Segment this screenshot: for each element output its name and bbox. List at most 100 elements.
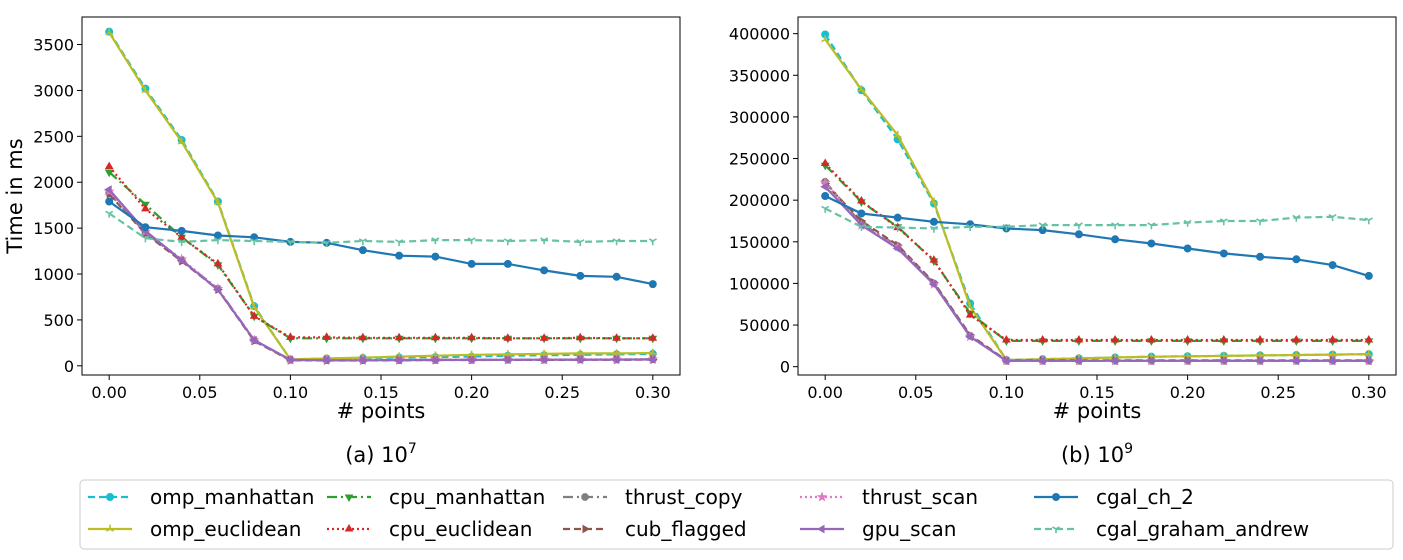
y-tick-label: 50000 [739,316,790,335]
data-point [177,232,187,240]
data-point [893,130,902,138]
plot-frame [81,16,681,376]
legend-marker [581,493,589,501]
data-point [503,333,513,341]
data-point [857,224,866,232]
data-point [250,302,259,310]
legend-marker [344,524,354,532]
series-line [824,164,1369,342]
data-point [1364,335,1374,343]
series-thrust-copy [821,178,1373,365]
data-point [576,271,585,280]
series-omp-euclidean [105,28,657,363]
data-point [1002,224,1011,232]
data-point [141,235,150,243]
data-point [929,255,939,263]
data-point [1038,334,1047,343]
data-point [467,259,476,268]
data-point [1291,356,1299,366]
data-point [249,335,257,345]
legend-label: thrust_scan [862,485,978,509]
x-tick-label: 0.30 [635,383,671,402]
data-point [358,332,368,341]
plot-frame [797,16,1397,376]
x-axis-label: # points [1053,399,1142,423]
legend: omp_manhattanomp_euclideancpu_manhattanc… [79,479,1394,550]
data-point [821,205,830,213]
data-point [177,226,186,235]
x-tick-label: 0.00 [91,383,127,402]
legend-entry-thrust-scan: thrust_scan [800,485,978,509]
data-point [1292,255,1301,264]
x-tick-label: 0.10 [989,383,1025,402]
data-point [1292,350,1301,358]
legend-marker [817,524,825,534]
data-point [502,355,511,365]
series-line [108,188,653,362]
y-tick-label: 3500 [33,36,74,55]
data-point [394,332,404,341]
data-point [212,285,221,294]
series-gpu-scan [820,182,1372,366]
data-point [1110,335,1120,343]
legend-entry-cpu-euclidean: cpu_euclidean [327,517,532,541]
data-point [966,224,975,232]
data-point [213,231,222,240]
data-point [929,225,938,233]
x-tick-label: 0.20 [454,383,490,402]
y-axis-label: Time in ms [3,138,27,254]
data-point [1147,334,1156,343]
data-point [892,244,901,253]
data-point [1147,222,1156,230]
data-point [857,209,866,218]
data-point [1219,334,1229,343]
y-tick-label: 500 [43,311,74,330]
data-point [1183,335,1192,343]
series-line [108,32,653,361]
data-point [104,161,114,170]
panel-b: 0 50000 100000 150000 200000 250000 300000 3500… [729,16,1397,467]
data-point [1256,218,1265,226]
data-point [431,252,440,261]
y-tick-label: 3000 [33,81,74,100]
data-point [467,332,476,341]
data-point [857,85,866,93]
data-point [213,258,223,267]
data-point [1364,349,1373,357]
data-point [431,237,440,245]
data-point [1219,218,1228,226]
data-point [358,246,367,255]
legend-marker [1051,526,1061,534]
data-point [1147,239,1156,248]
x-tick-label: 0.25 [1260,383,1296,402]
data-point [1183,244,1192,253]
series-cgal-ch-2 [821,192,1373,280]
data-point [647,355,656,364]
data-point [322,332,331,340]
series-line [824,162,1369,342]
x-tick-label: 0.05 [898,383,934,402]
legend-label: cpu_manhattan [389,485,545,509]
series-line [824,181,1369,362]
legend-entry-cub-flagged: cub_flagged [563,517,747,541]
data-point [820,158,830,166]
data-point [929,217,938,226]
data-point [612,238,621,246]
legend-entry-cpu-manhattan: cpu_manhattan [327,485,545,509]
data-point [213,237,222,245]
data-point [105,210,114,218]
data-point [1002,335,1011,343]
data-point [503,350,512,358]
data-point [503,238,512,246]
data-point [857,196,866,204]
x-tick-label: 0.15 [363,383,399,402]
data-point [1182,356,1191,366]
data-point [141,203,150,212]
data-point [648,348,657,356]
series-line [824,33,1369,362]
data-point [1183,219,1192,227]
legend-label: thrust_copy [625,485,743,509]
y-tick-label: 1500 [33,219,74,238]
data-point [286,332,295,340]
series-omp-manhattan [821,30,1373,365]
